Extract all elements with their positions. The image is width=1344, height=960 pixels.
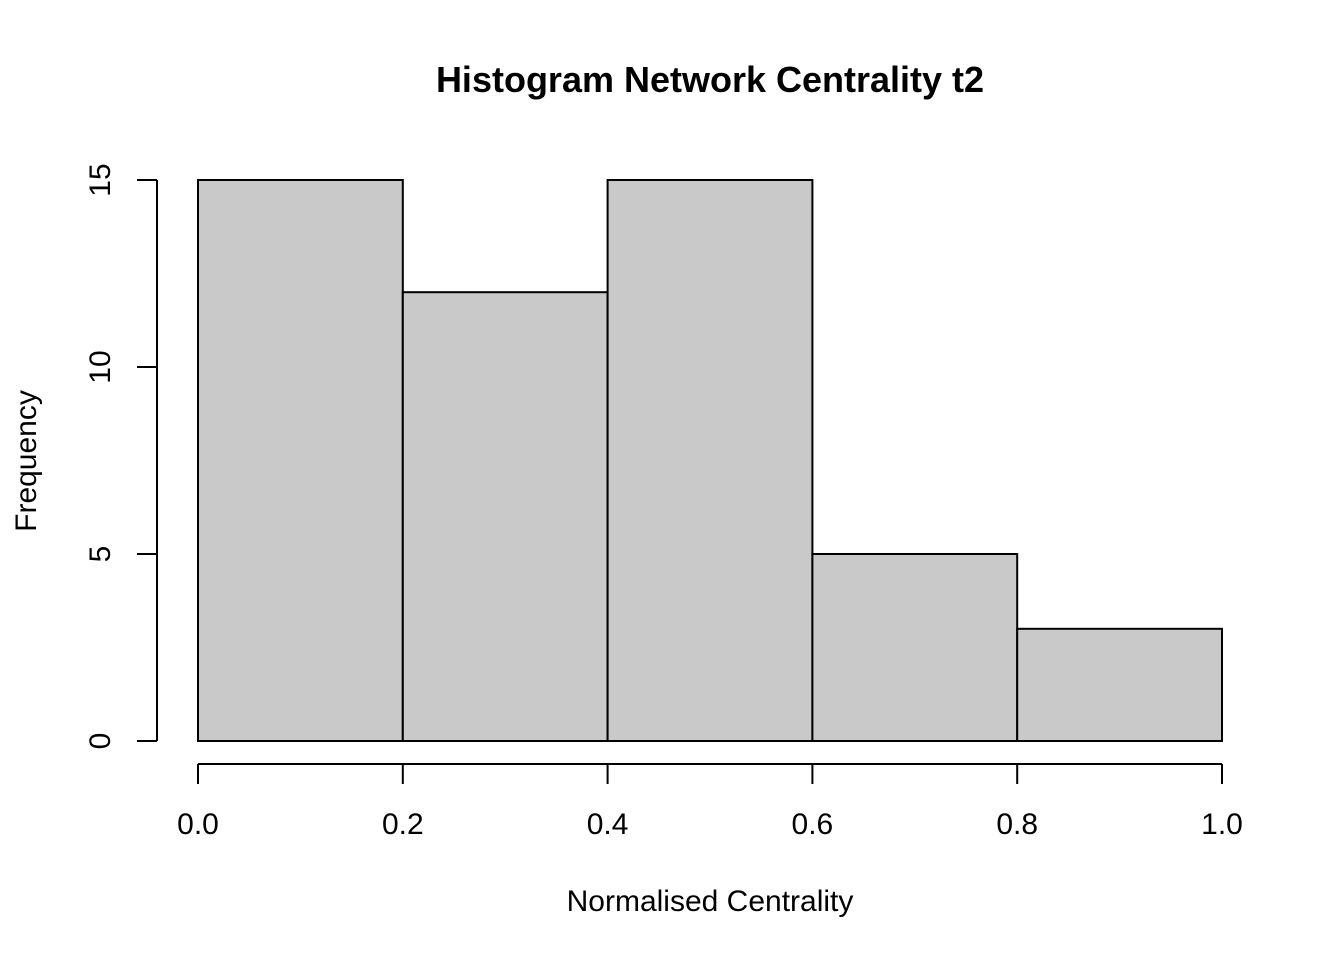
x-tick-label-3: 0.6 xyxy=(792,808,834,841)
x-tick-label-5: 1.0 xyxy=(1201,808,1243,841)
y-tick-label-3: 15 xyxy=(84,163,117,196)
x-axis: 0.0 0.2 0.4 0.6 0.8 1.0 xyxy=(177,763,1243,841)
x-axis-label: Normalised Centrality xyxy=(567,885,854,918)
y-axis: 0 5 10 15 xyxy=(84,163,158,750)
bars-group xyxy=(197,179,1224,742)
x-tick-label-0: 0.0 xyxy=(177,808,219,841)
x-tick-label-2: 0.4 xyxy=(587,808,629,841)
x-tick-label-1: 0.2 xyxy=(382,808,424,841)
histogram-bar-1 xyxy=(401,291,609,742)
histogram-bar-2 xyxy=(606,179,814,742)
chart-title: Histogram Network Centrality t2 xyxy=(436,59,984,100)
histogram-bar-3 xyxy=(811,553,1019,742)
x-tick-label-4: 0.8 xyxy=(996,808,1038,841)
y-tick-label-0: 0 xyxy=(84,733,117,750)
histogram-bar-4 xyxy=(1016,627,1224,742)
y-tick-label-2: 10 xyxy=(84,350,117,383)
histogram-bar-0 xyxy=(197,179,404,742)
y-axis-label: Frequency xyxy=(10,390,43,532)
y-tick-label-1: 5 xyxy=(84,546,117,563)
